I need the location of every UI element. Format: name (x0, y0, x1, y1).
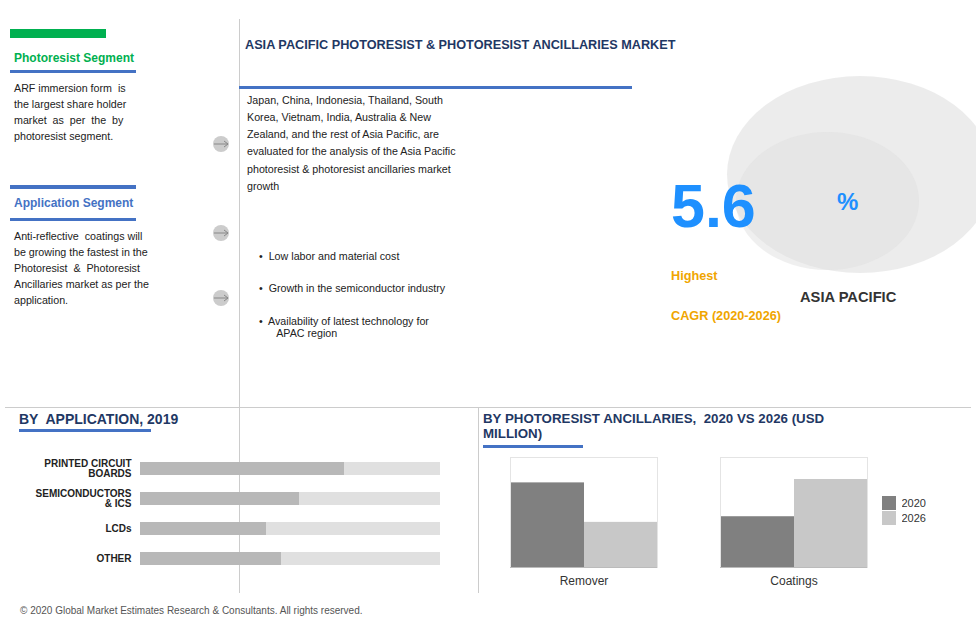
html-text:BY PHOTORESIST ANCILLARIES, 20: BY PHOTORESIST ANCILLARIES, 2020 VS 2026… (483, 411, 825, 442)
svg-text:SEMICONDUCTORS& ICS: SEMICONDUCTORS& ICS (36, 488, 132, 509)
html-text:ASIA PACIFIC: ASIA PACIFIC (800, 289, 897, 305)
html-text:CAGR (2020-2026): CAGR (2020-2026) (671, 309, 781, 323)
html-text:BY APPLICATION, 2019: BY APPLICATION, 2019 (19, 411, 179, 427)
html-text:2026: 2026 (901, 512, 926, 524)
html-text:• Low labor and material cost: • Low labor and material cost (259, 250, 400, 262)
html-text:ASIA PACIFIC PHOTORESIST & PHO: ASIA PACIFIC PHOTORESIST & PHOTORESIST A… (245, 38, 676, 52)
html-text:Anti-reflective coatings will: Anti-reflective coatings will be growing… (14, 230, 149, 307)
html-text:• Availability of latest techn: • Availability of latest technology for … (259, 315, 429, 340)
svg-text:PRINTED CIRCUITBOARDS: PRINTED CIRCUITBOARDS (44, 458, 132, 479)
html-text:Japan, China, Indonesia, Thail: Japan, China, Indonesia, Thailand, South… (247, 94, 456, 192)
html-text:Highest: Highest (671, 269, 718, 283)
html-text:Application Segment: Application Segment (14, 196, 134, 210)
html-text:• Growth in the semiconductor: • Growth in the semiconductor industry (259, 282, 446, 294)
html-text:2020: 2020 (901, 497, 926, 509)
svg-text:Coatings: Coatings (770, 574, 817, 588)
html-text:ARF immersion form is the larg: ARF immersion form is the largest share … (14, 82, 127, 143)
html-text:© 2020 Global Market Estimates: © 2020 Global Market Estimates Research … (20, 605, 363, 616)
html-text:Photoresist Segment: Photoresist Segment (14, 51, 134, 65)
html-text:5.6: 5.6 (671, 172, 756, 240)
svg-text:OTHER: OTHER (97, 553, 133, 564)
svg-text:Remover: Remover (560, 574, 609, 588)
svg-text:LCDs: LCDs (105, 523, 132, 534)
